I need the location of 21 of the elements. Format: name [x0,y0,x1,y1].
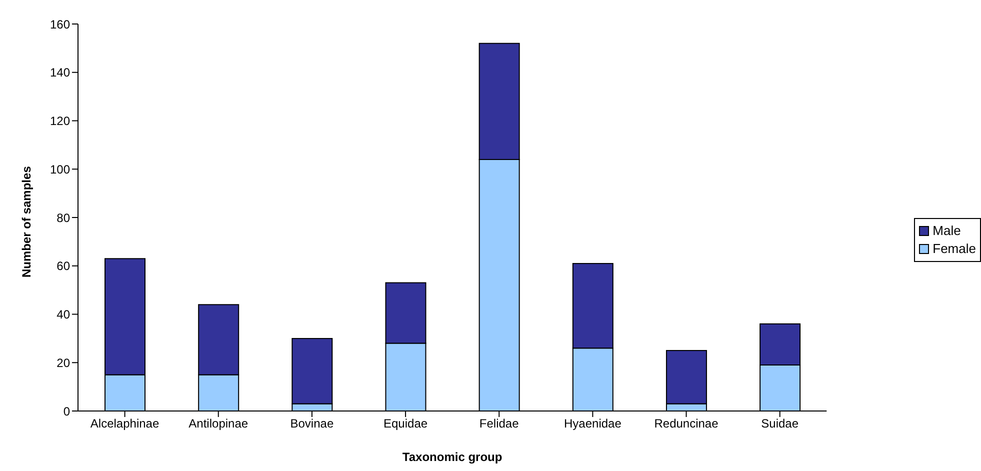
x-tick-label: Reduncinae [654,416,719,431]
legend-label: Female [932,240,976,258]
y-tick-label: 100 [50,162,70,176]
x-tick-label: Bovinae [290,416,334,431]
x-tick-label: Hyaenidae [564,416,622,431]
x-tick-label: Felidae [479,416,520,431]
y-axis-title: Number of samples [19,166,34,278]
x-tick-label: Alcelaphinae [90,416,160,431]
legend-label: Male [932,222,961,240]
y-tick-label: 60 [56,259,70,274]
y-tick-label: 140 [50,66,70,80]
x-tick-label: Equidae [384,416,428,431]
x-axis-title: Taxonomic group [402,450,502,464]
x-tick-label: Antilopinae [188,416,248,431]
y-tick-label: 40 [56,308,70,322]
y-tick-label: 80 [56,210,70,225]
x-tick-label: Suidae [761,416,799,431]
y-tick-label: 160 [50,17,70,32]
y-tick-label: 120 [50,114,70,128]
y-tick-label: 20 [56,356,70,370]
y-tick-label: 0 [63,404,70,418]
